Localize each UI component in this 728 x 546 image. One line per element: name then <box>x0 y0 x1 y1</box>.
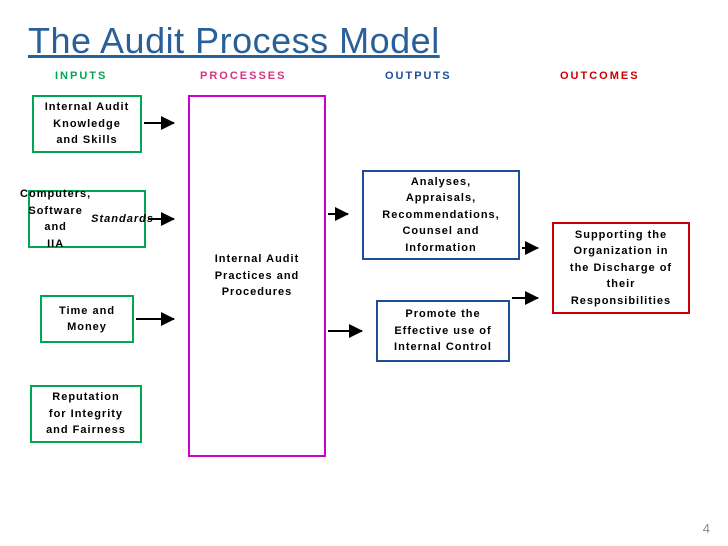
box-outcome: Supporting theOrganization inthe Dischar… <box>552 222 690 314</box>
header-outcomes: OUTCOMES <box>560 70 640 82</box>
box-process: Internal AuditPractices andProcedures <box>188 95 326 457</box>
arrow-6 <box>512 297 538 299</box>
arrow-5 <box>522 247 538 249</box>
header-outputs: OUTPUTS <box>385 70 452 82</box>
arrow-1 <box>148 218 174 220</box>
page-title: The Audit Process Model <box>28 20 440 62</box>
arrow-4 <box>328 330 362 332</box>
slide-number: 4 <box>703 521 710 536</box>
box-input-knowledge: Internal AuditKnowledgeand Skills <box>32 95 142 153</box>
box-input-time-money: Time andMoney <box>40 295 134 343</box>
box-output-promote: Promote theEffective use ofInternal Cont… <box>376 300 510 362</box>
header-inputs: INPUTS <box>55 70 107 82</box>
header-processes: PROCESSES <box>200 70 286 82</box>
box-output-analyses: Analyses,Appraisals,Recommendations,Coun… <box>362 170 520 260</box>
arrow-2 <box>136 318 174 320</box>
arrow-3 <box>328 213 348 215</box>
arrow-0 <box>144 122 174 124</box>
box-input-reputation: Reputationfor Integrityand Fairness <box>30 385 142 443</box>
box-input-computers: Computers,Software andIIA Standards <box>28 190 146 248</box>
